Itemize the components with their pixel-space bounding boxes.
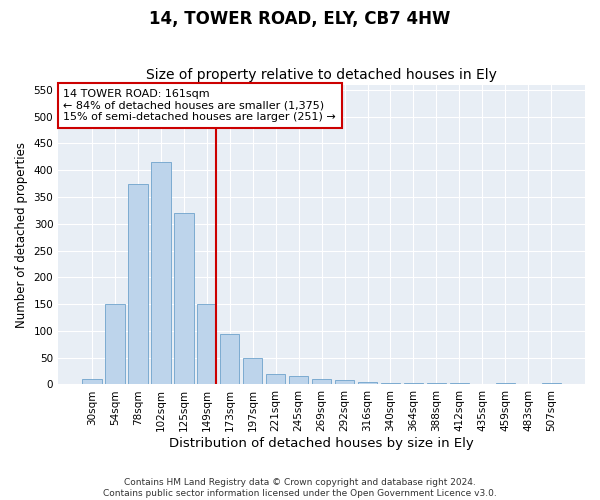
X-axis label: Distribution of detached houses by size in Ely: Distribution of detached houses by size … bbox=[169, 437, 474, 450]
Bar bbox=[266, 374, 286, 384]
Bar bbox=[105, 304, 125, 384]
Text: 14, TOWER ROAD, ELY, CB7 4HW: 14, TOWER ROAD, ELY, CB7 4HW bbox=[149, 10, 451, 28]
Bar bbox=[220, 334, 239, 384]
Bar bbox=[335, 380, 355, 384]
Bar bbox=[128, 184, 148, 384]
Bar bbox=[312, 379, 331, 384]
Bar bbox=[197, 304, 217, 384]
Bar bbox=[82, 379, 101, 384]
Bar bbox=[289, 376, 308, 384]
Bar bbox=[358, 382, 377, 384]
Title: Size of property relative to detached houses in Ely: Size of property relative to detached ho… bbox=[146, 68, 497, 82]
Bar bbox=[174, 213, 194, 384]
Bar bbox=[151, 162, 170, 384]
Bar bbox=[381, 383, 400, 384]
Text: 14 TOWER ROAD: 161sqm
← 84% of detached houses are smaller (1,375)
15% of semi-d: 14 TOWER ROAD: 161sqm ← 84% of detached … bbox=[64, 89, 336, 122]
Y-axis label: Number of detached properties: Number of detached properties bbox=[15, 142, 28, 328]
Text: Contains HM Land Registry data © Crown copyright and database right 2024.
Contai: Contains HM Land Registry data © Crown c… bbox=[103, 478, 497, 498]
Bar bbox=[243, 358, 262, 384]
